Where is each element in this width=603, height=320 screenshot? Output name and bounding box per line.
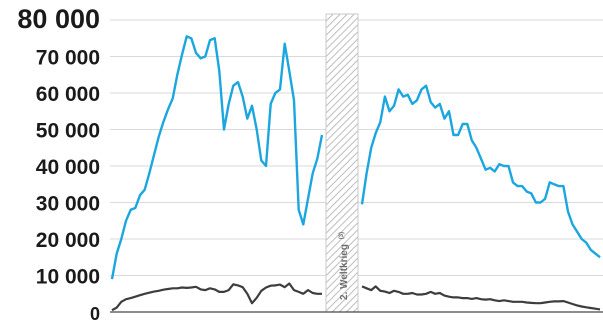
series-2-line-segment-2: [361, 285, 601, 311]
series-2-line-segment-1: [111, 282, 322, 312]
series-1-line-segment-1: [110, 35, 324, 280]
war-gap-band: 2. Weltkrieg (3): [325, 13, 359, 313]
y-tick-label: 80 000: [17, 4, 100, 34]
series-1-line-segment-2: [360, 84, 601, 259]
y-tick-label: 60 000: [36, 83, 100, 106]
y-tick-label: 50 000: [36, 120, 100, 143]
y-tick-label: 70 000: [36, 47, 100, 70]
y-tick-label: 20 000: [36, 229, 100, 252]
y-tick-label: 40 000: [36, 156, 100, 179]
war-gap-label-text: 2. Weltkrieg: [339, 244, 350, 300]
y-tick-label: 30 000: [36, 193, 100, 216]
series-lines: [110, 35, 601, 312]
y-axis-ticks: 0 10 000 20 000 30 000 40 000 50 000 60 000 70 …: [17, 4, 100, 320]
war-gap-note: (3): [339, 232, 345, 239]
war-gap-label: 2. Weltkrieg (3): [339, 232, 350, 300]
y-tick-label: 10 000: [36, 266, 100, 289]
y-tick-label: 0: [90, 304, 100, 320]
